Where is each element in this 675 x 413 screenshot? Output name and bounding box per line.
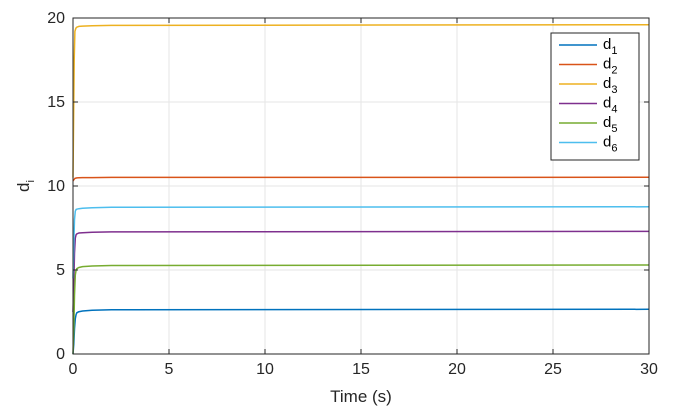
legend-entry-6: d6 (603, 134, 617, 155)
legend-entry-2: d2 (603, 56, 617, 77)
x-tick-label: 10 (256, 361, 274, 378)
x-tick-label: 20 (448, 361, 466, 378)
x-tick-label: 15 (352, 361, 370, 378)
x-tick-label: 30 (640, 361, 658, 378)
legend-entry-4: d4 (603, 95, 617, 116)
y-axis-label: di (14, 180, 37, 192)
x-axis-label: Time (s) (330, 387, 392, 406)
x-tick-label: 5 (165, 361, 174, 378)
legend-entry-1: d1 (603, 36, 617, 57)
y-tick-label: 10 (47, 178, 65, 195)
legend-entry-5: d5 (603, 114, 617, 135)
y-axis-label-main: d (14, 182, 33, 191)
series-line-3 (72, 23, 650, 178)
x-tick-label: 25 (544, 361, 562, 378)
legend-entry-3: d3 (603, 75, 617, 96)
y-axis-label-subscript: i (25, 180, 37, 182)
y-tick-label: 15 (47, 94, 65, 111)
series-line-5 (72, 264, 650, 355)
y-tick-label: 20 (47, 10, 65, 27)
series-line-4 (72, 230, 650, 313)
series-line-2 (72, 176, 650, 182)
ticks: 0 5 10 15 20 25 30 0 5 10 15 20 (47, 10, 658, 378)
y-tick-label: 5 (56, 262, 65, 279)
y-tick-label: 0 (56, 346, 65, 363)
legend-box (550, 32, 640, 161)
series-layer (72, 23, 650, 355)
x-tick-label: 0 (69, 361, 78, 378)
series-line-6 (72, 206, 650, 279)
